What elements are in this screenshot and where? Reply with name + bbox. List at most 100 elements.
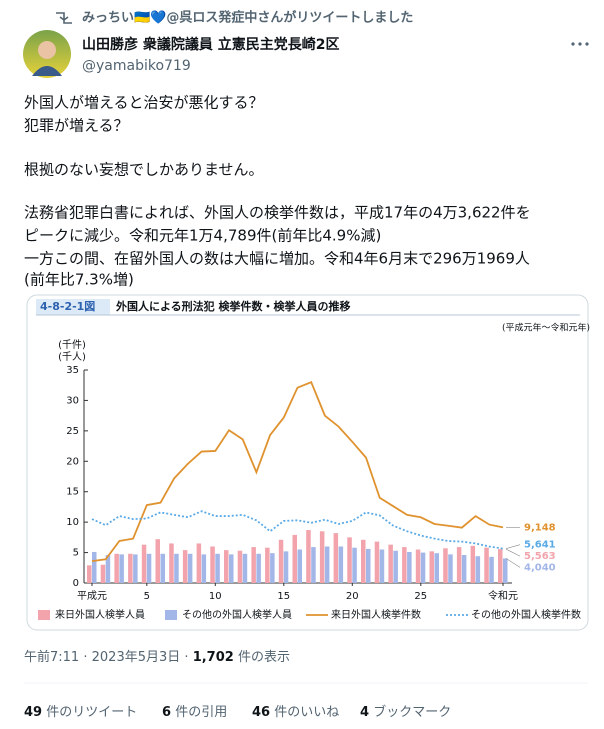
bar bbox=[443, 548, 448, 583]
bar bbox=[333, 533, 339, 583]
x-tick-label: 平成元 bbox=[77, 590, 107, 602]
stat[interactable]: 4 ブックマーク bbox=[360, 704, 451, 720]
x-tick-label: 15 bbox=[277, 591, 290, 602]
bar bbox=[224, 550, 229, 583]
more-menu[interactable] bbox=[571, 42, 589, 46]
avatar-face bbox=[38, 41, 56, 59]
bar bbox=[196, 543, 202, 583]
text-span: 件の引用 bbox=[175, 705, 227, 720]
x-tick-label: 25 bbox=[414, 591, 427, 602]
text-span: 49 bbox=[24, 705, 42, 720]
bar bbox=[87, 565, 92, 583]
y-tick-label: 35 bbox=[66, 365, 79, 376]
figure-label: 4-8-2-1図 bbox=[40, 299, 95, 313]
text-span: · bbox=[83, 650, 87, 665]
meta-line: 午前7:11 · 2023年5月3日 · 1,702 件の表示 bbox=[24, 649, 290, 665]
text-span: 件の表示 bbox=[238, 650, 290, 665]
legend-label: その他の外国人検挙件数 bbox=[471, 608, 581, 621]
line-series bbox=[91, 510, 504, 550]
bar bbox=[141, 544, 147, 583]
y-unit: (千件) bbox=[58, 339, 86, 351]
bar bbox=[251, 547, 256, 583]
bar bbox=[489, 556, 494, 583]
avatar-body bbox=[32, 66, 62, 76]
bar bbox=[475, 556, 481, 583]
bar bbox=[388, 544, 393, 583]
text-span: 午前7:11 bbox=[24, 649, 79, 665]
x-tick-label: 10 bbox=[209, 591, 222, 602]
bar bbox=[379, 549, 385, 583]
legend-swatch bbox=[165, 610, 177, 620]
bar bbox=[169, 543, 174, 583]
bar bbox=[484, 547, 489, 583]
bar bbox=[366, 548, 371, 583]
value-label: 5,563 bbox=[524, 551, 556, 562]
bar bbox=[100, 564, 106, 583]
body-line: ピークに減少。令和元年1万4,789件(前年比4.9%減) bbox=[24, 227, 381, 245]
bar bbox=[393, 550, 398, 583]
y-tick-label: 10 bbox=[66, 517, 79, 528]
legend-swatch bbox=[38, 610, 50, 620]
image-frame[interactable] bbox=[26, 294, 589, 631]
retweet-by[interactable]: みっちい🇺🇦💙@呉ロス発症中さんがリツイートしました bbox=[82, 10, 413, 26]
value-label: 5,641 bbox=[524, 540, 556, 551]
bar bbox=[347, 537, 352, 583]
bar bbox=[297, 549, 302, 583]
bar bbox=[503, 558, 508, 583]
tweet-meta: 午前7:11 · 2023年5月3日 · 1,702 件の表示 bbox=[24, 649, 290, 665]
bar bbox=[270, 553, 275, 583]
bar bbox=[215, 553, 220, 583]
body-line: 一方この間、在留外国人の数は大幅に増加。令和4年6月末で296万1969人 bbox=[24, 250, 530, 268]
figure-label-bg bbox=[36, 299, 110, 315]
bar bbox=[256, 553, 261, 583]
bar bbox=[420, 552, 426, 583]
bar bbox=[105, 555, 111, 583]
bar bbox=[119, 554, 124, 583]
bar bbox=[283, 551, 289, 583]
text-span: 件のいいね bbox=[274, 705, 339, 720]
value-label: 9,148 bbox=[524, 522, 556, 533]
bar bbox=[470, 545, 476, 583]
x-tick-label: 20 bbox=[346, 591, 359, 602]
x-tick-label: 5 bbox=[144, 591, 150, 602]
bar bbox=[155, 539, 160, 583]
y-unit: (千人) bbox=[58, 351, 86, 363]
bar bbox=[201, 554, 207, 583]
bar bbox=[229, 554, 234, 583]
bar bbox=[448, 554, 453, 583]
value-label: 4,040 bbox=[524, 562, 556, 573]
text-span: 6 bbox=[162, 705, 171, 720]
body-line: 根拠のない妄想でしかありません。 bbox=[24, 161, 264, 179]
body-line: 犯罪が増える？ bbox=[24, 117, 129, 135]
bar bbox=[174, 553, 179, 583]
text-span: 46 bbox=[252, 705, 270, 720]
label-leader bbox=[505, 544, 521, 549]
x-tick-label: 令和元 bbox=[488, 589, 518, 602]
bar bbox=[456, 547, 462, 583]
legend-label: 来日外国人検挙件数 bbox=[331, 608, 421, 621]
chart-title: 外国人による刑法犯 検挙件数・検挙人員の推移 bbox=[115, 299, 351, 313]
bar bbox=[160, 553, 165, 583]
bar bbox=[402, 547, 407, 583]
body-line: 外国人が増えると治安が悪化する？ bbox=[24, 94, 264, 112]
author-handle[interactable]: @yamabiko719 bbox=[82, 58, 191, 74]
bar bbox=[306, 530, 311, 583]
stat[interactable]: 6 件の引用 bbox=[162, 705, 227, 720]
body-line: 法務省犯罪白書によれば、外国人の検挙件数は，平成17年の4万3,622件を bbox=[24, 204, 531, 222]
tweet-stats: 49 件のリツイート 6 件の引用 46 件のいいね 4 ブックマーク bbox=[24, 704, 451, 720]
chart: 4-8-2-1図 外国人による刑法犯 検挙件数・検挙人員の推移 (平成元年～令和元年… bbox=[36, 299, 590, 621]
bar bbox=[242, 553, 248, 583]
y-tick-label: 20 bbox=[66, 456, 79, 467]
body-line: (前年比7.3%増) bbox=[24, 271, 134, 289]
text-span: 件のリツイート bbox=[46, 705, 137, 720]
bar bbox=[292, 534, 297, 583]
author-name[interactable]: 山田勝彦 衆議院議員 立憲民主党長崎2区 bbox=[82, 36, 340, 53]
text-span: 4 bbox=[360, 705, 369, 720]
bar bbox=[415, 549, 421, 583]
stat[interactable]: 49 件のリツイート bbox=[24, 705, 137, 720]
bar bbox=[361, 539, 366, 583]
stat[interactable]: 46 件のいいね bbox=[252, 705, 339, 720]
bar bbox=[237, 550, 243, 583]
bar bbox=[278, 539, 284, 583]
